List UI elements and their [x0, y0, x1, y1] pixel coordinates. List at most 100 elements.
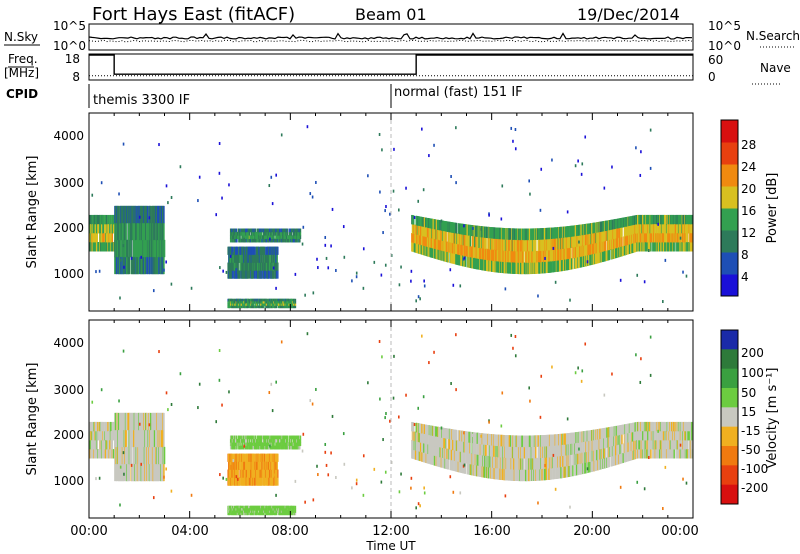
power-scatter [450, 175, 452, 179]
power-cell [653, 224, 656, 234]
frequency-line [89, 54, 693, 75]
power-cbar-tick-24: 24 [741, 160, 756, 174]
power-scatter [170, 282, 173, 286]
power-scatter [380, 273, 383, 277]
velocity-cell [231, 435, 233, 440]
velocity-cell [288, 435, 290, 440]
power-cell [253, 235, 255, 240]
power-scatter [351, 279, 353, 283]
power-cell [633, 224, 635, 235]
site-title: Fort Hays East (fitACF) [92, 4, 295, 25]
power-cbar-tick-28: 28 [741, 138, 756, 152]
power-cell [489, 226, 491, 239]
power-cell [535, 250, 537, 263]
power-scatter [270, 175, 273, 179]
power-scatter [566, 210, 569, 214]
power-ytick-4000: 4000 [53, 129, 84, 143]
power-scatter [119, 258, 122, 262]
power-scatter [423, 284, 426, 288]
velocity-cell [294, 508, 297, 511]
velocity-cell [290, 508, 292, 511]
velocity-cell [238, 435, 240, 440]
power-cell [473, 246, 475, 258]
power-scatter [586, 260, 589, 264]
power-cell [464, 255, 467, 267]
power-scatter [421, 127, 423, 131]
power-cell [468, 224, 470, 236]
power-cbar-swatch [721, 186, 738, 209]
power-cell [263, 305, 265, 309]
power-cell [294, 298, 297, 302]
velocity-cell [250, 442, 253, 447]
power-scatter [423, 279, 425, 283]
velocity-cell [435, 426, 438, 437]
power-scatter [140, 255, 142, 259]
velocity-cell [261, 477, 263, 486]
power-cell [239, 270, 241, 279]
power-scatter [514, 147, 517, 151]
power-cell [135, 222, 137, 241]
power-cell [443, 230, 446, 242]
power-cell [615, 218, 618, 229]
power-cbar-tick-4: 4 [741, 270, 749, 284]
power-cell [550, 261, 553, 273]
power-cell [676, 242, 679, 252]
power-cell [485, 237, 487, 249]
power-scatter [419, 297, 421, 301]
velocity-cell [285, 508, 288, 511]
power-cell [616, 237, 619, 248]
power-cell [604, 240, 607, 252]
power-scatter [198, 175, 201, 179]
power-cell [102, 224, 105, 234]
velocity-cell [127, 446, 129, 465]
power-cell [235, 228, 238, 233]
freq-left-label-1: Freq. [8, 52, 38, 66]
power-cell [267, 262, 269, 271]
power-cell [236, 238, 238, 243]
power-cell [163, 239, 166, 258]
power-cell [665, 214, 667, 225]
velocity-cell [419, 423, 421, 434]
power-scatter [581, 162, 584, 166]
power-scatter [275, 173, 277, 177]
velocity-cell [262, 469, 264, 478]
velocity-cell [112, 431, 115, 441]
velocity-cell [255, 469, 258, 478]
power-cell [254, 301, 256, 304]
power-scatter [301, 242, 304, 246]
velocity-cell [235, 435, 238, 440]
power-cell [231, 228, 233, 233]
velocity-cell [128, 463, 131, 482]
power-scatter [229, 254, 232, 258]
velocity-cell [240, 445, 243, 450]
power-scatter [302, 225, 305, 229]
power-cell [277, 246, 279, 255]
power-panel: 4000 3000 2000 1000 Slant Range [km] 28 … [25, 112, 780, 312]
power-cell [294, 305, 297, 309]
power-cell [242, 298, 244, 302]
power-ytick-1000: 1000 [53, 267, 84, 281]
power-scatter [236, 270, 239, 274]
power-scatter [219, 266, 221, 270]
power-cell [272, 305, 274, 309]
power-cell [248, 231, 251, 236]
power-cell [144, 222, 147, 241]
velocity-cell [248, 505, 250, 509]
velocity-cell [256, 438, 259, 443]
power-cell [240, 298, 243, 302]
power-cell [280, 235, 282, 240]
power-cell [279, 231, 281, 236]
power-cell [110, 214, 112, 225]
velocity-cell [273, 477, 275, 486]
power-cell [250, 235, 253, 240]
power-cell [419, 244, 421, 255]
velocity-cell [263, 453, 266, 462]
power-ylabel: Slant Range [km] [25, 156, 40, 269]
power-scatter [514, 128, 517, 132]
velocity-cell [102, 431, 105, 441]
power-cell [146, 205, 149, 224]
power-cbar-swatch [721, 230, 738, 253]
power-cell [521, 228, 524, 241]
velocity-cell [125, 429, 127, 448]
power-cell [125, 222, 127, 241]
